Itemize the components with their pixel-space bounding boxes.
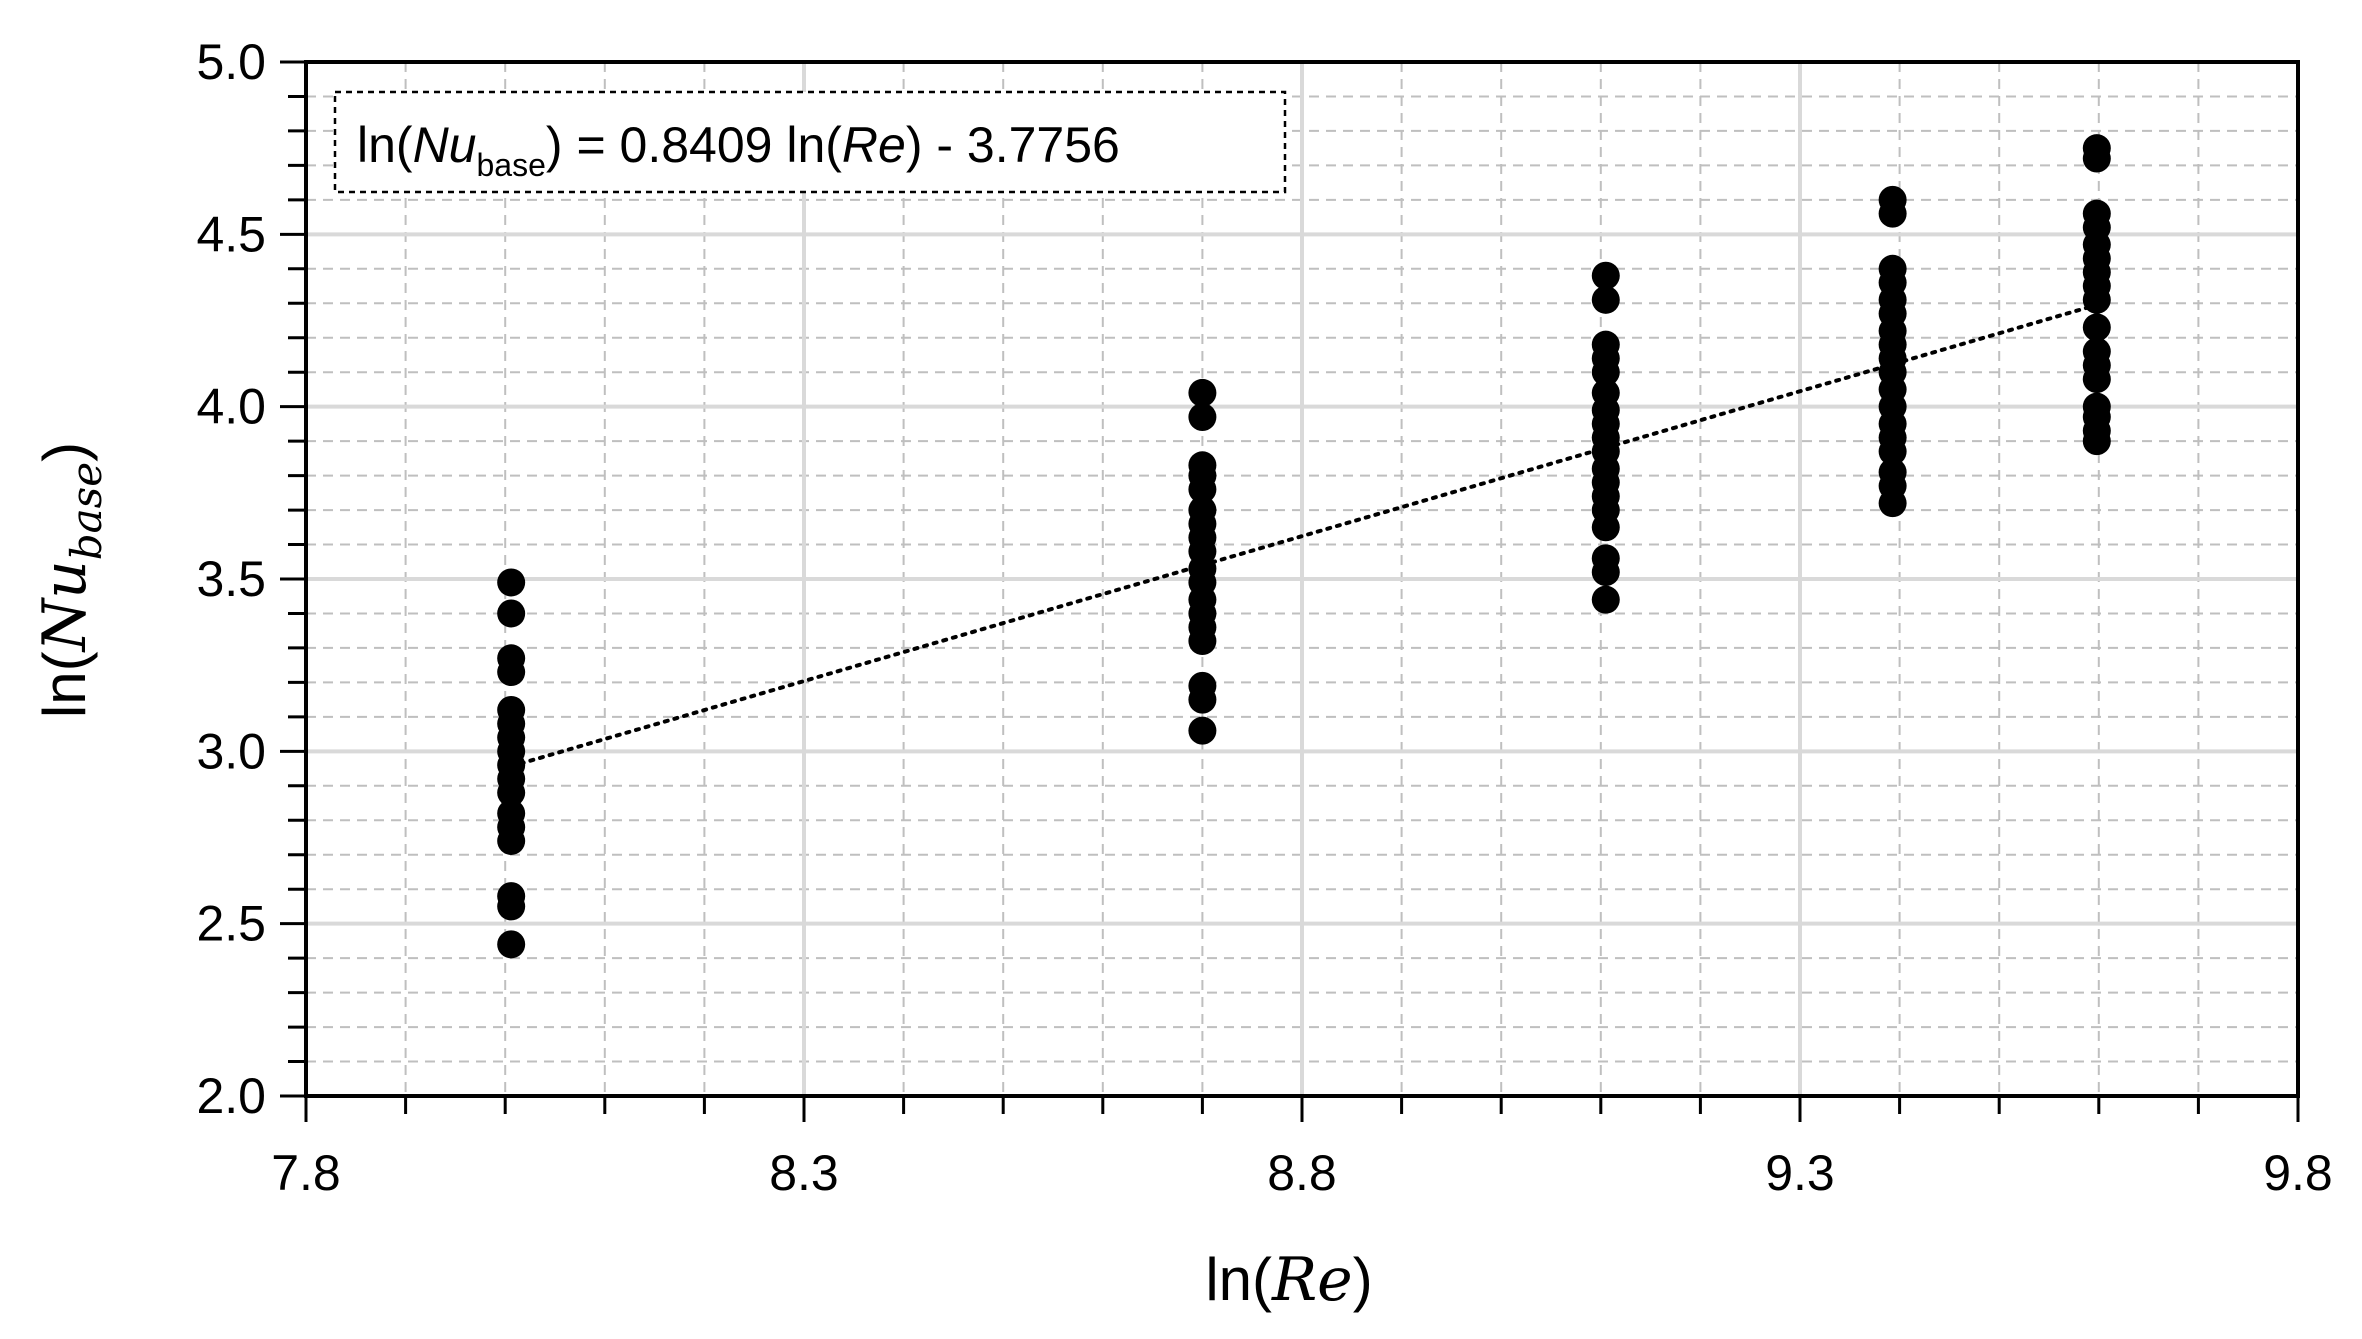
x-tick-label: 7.8 (271, 1145, 341, 1201)
y-tick-label: 3.0 (196, 723, 266, 779)
data-point (2082, 427, 2111, 456)
data-point (1188, 475, 1217, 504)
x-axis-title: ln(Re) (1205, 1245, 1372, 1315)
data-points (497, 134, 2111, 959)
data-point (1878, 489, 1907, 518)
data-point (1188, 685, 1217, 714)
equation-lhs-suffix: ) (546, 117, 563, 173)
y-axis-title: ln(Nubase) (30, 442, 111, 718)
x-tick-label: 8.8 (1267, 1145, 1337, 1201)
equation-rhs-var: Re (842, 117, 906, 173)
y-tick-label: 2.5 (196, 896, 266, 952)
data-point (497, 658, 526, 687)
data-point (497, 778, 526, 807)
data-point (1188, 378, 1217, 407)
equation-box (333, 90, 1287, 194)
y-axis-title-prefix: ln( (31, 651, 98, 718)
data-point (2082, 285, 2111, 314)
equation-annotation: ln(Nubase) = 0.8409 ln(Re) - 3.7756 (333, 90, 1287, 194)
y-tick-label: 3.5 (196, 551, 266, 607)
equation-lhs-sub: base (477, 147, 546, 183)
data-point (1591, 261, 1620, 290)
y-tick-label: 2.0 (196, 1068, 266, 1124)
data-point (497, 892, 526, 921)
data-point (497, 599, 526, 628)
data-point (497, 930, 526, 959)
x-tick-label: 8.3 (769, 1145, 839, 1201)
equation-lhs-var: Nu (413, 117, 477, 173)
data-point (2082, 365, 2111, 394)
data-point (1188, 716, 1217, 745)
axis-ticks (280, 60, 2300, 1122)
data-point (497, 568, 526, 597)
data-point (1591, 285, 1620, 314)
data-point (2082, 144, 2111, 173)
data-point (1188, 403, 1217, 432)
data-point (1591, 585, 1620, 614)
x-axis-title-prefix: ln( (1205, 1246, 1272, 1313)
data-point (1878, 199, 1907, 228)
equation-lhs-prefix: ln( (357, 117, 413, 173)
x-tick-label: 9.3 (1765, 1145, 1835, 1201)
x-tick-label: 9.8 (2263, 1145, 2333, 1201)
y-tick-label: 5.0 (196, 34, 266, 90)
y-axis-title-sub: base (62, 462, 111, 560)
y-axis-title-var: Nu (30, 560, 100, 653)
x-axis-title-suffix: ) (1353, 1246, 1373, 1313)
major-gridlines (306, 62, 2298, 1096)
y-axis-title-suffix: ) (31, 442, 98, 462)
tick-labels: 7.8 8.3 8.8 9.3 9.8 2.0 2.5 3.0 3.5 4.0 4.5 5.0 (196, 34, 2332, 1201)
y-tick-label: 4.5 (196, 206, 266, 262)
data-point (1878, 437, 1907, 466)
data-point (2082, 313, 2111, 342)
x-axis-title-var: Re (1271, 1245, 1353, 1315)
equation-rhs-b: ) - 3.7756 (906, 117, 1120, 173)
data-point (1188, 627, 1217, 656)
data-point (497, 826, 526, 855)
y-tick-label: 4.0 (196, 379, 266, 435)
data-point (1591, 358, 1620, 387)
equation-text: ln(Nubase) = 0.8409 ln(Re) - 3.7756 (357, 117, 1120, 183)
equation-rhs-a: = 0.8409 ln( (563, 117, 843, 173)
data-point (1591, 558, 1620, 587)
data-point (1591, 513, 1620, 542)
